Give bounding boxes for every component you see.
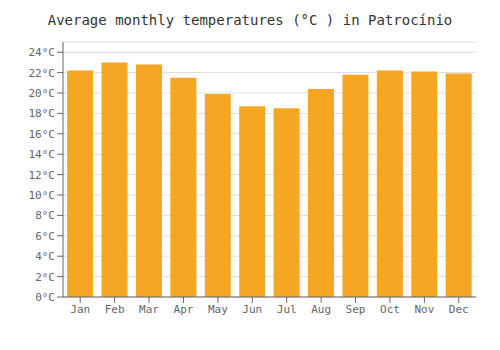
svg-text:Apr: Apr — [174, 303, 194, 316]
svg-text:8°C: 8°C — [35, 209, 55, 222]
svg-text:2°C: 2°C — [35, 271, 55, 284]
svg-text:14°C: 14°C — [29, 148, 56, 161]
svg-text:Oct: Oct — [380, 303, 400, 316]
svg-text:16°C: 16°C — [29, 128, 56, 141]
svg-text:Mar: Mar — [139, 303, 159, 316]
svg-text:Jul: Jul — [277, 303, 297, 316]
svg-text:10°C: 10°C — [29, 189, 56, 202]
svg-text:May: May — [208, 303, 228, 316]
svg-text:Jun: Jun — [242, 303, 262, 316]
svg-text:18°C: 18°C — [29, 107, 56, 120]
svg-text:20°C: 20°C — [29, 87, 56, 100]
svg-text:0°C: 0°C — [35, 291, 55, 304]
svg-text:Feb: Feb — [105, 303, 125, 316]
html-text:Average monthly temperatures (: Average monthly temperatures (°C ) in Pa… — [47, 12, 453, 28]
svg-text:22°C: 22°C — [29, 67, 56, 80]
svg-text:12°C: 12°C — [29, 169, 56, 182]
svg-text:Nov: Nov — [414, 303, 434, 316]
svg-text:24°C: 24°C — [29, 46, 56, 59]
svg-text:Jan: Jan — [70, 303, 90, 316]
svg-text:Aug: Aug — [311, 303, 331, 316]
svg-text:Dec: Dec — [449, 303, 469, 316]
svg-text:Sep: Sep — [346, 303, 366, 316]
svg-text:4°C: 4°C — [35, 250, 55, 263]
svg-text:6°C: 6°C — [35, 230, 55, 243]
